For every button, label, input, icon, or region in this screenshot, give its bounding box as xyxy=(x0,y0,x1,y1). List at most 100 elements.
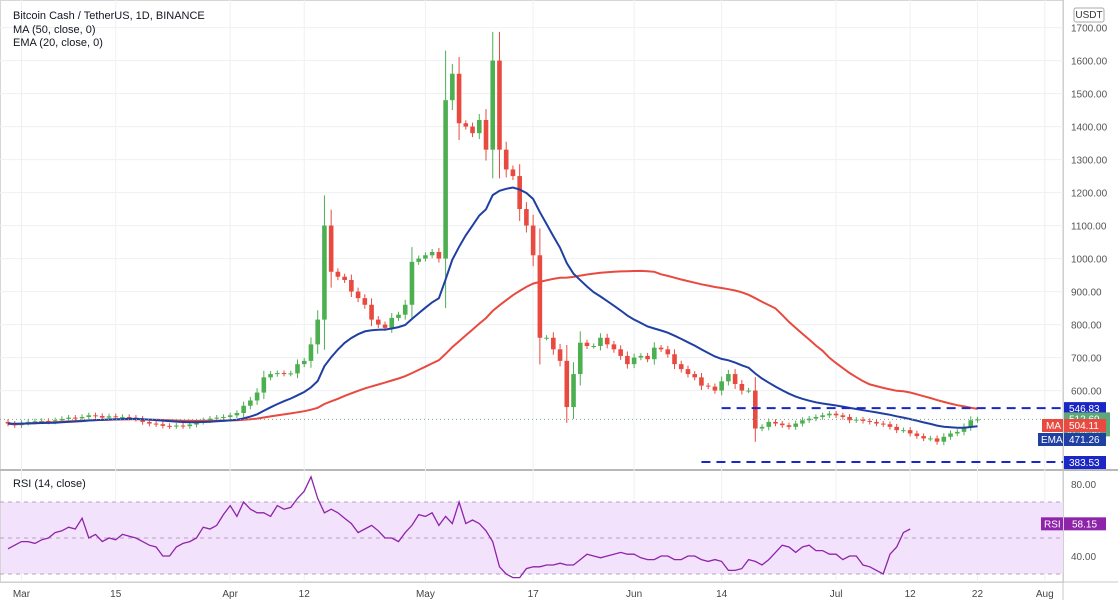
candle[interactable] xyxy=(591,346,597,348)
candle[interactable] xyxy=(759,426,765,429)
candle[interactable] xyxy=(887,424,893,427)
candle[interactable] xyxy=(880,423,886,425)
candle[interactable] xyxy=(672,354,677,365)
candle[interactable] xyxy=(652,347,657,360)
candle[interactable] xyxy=(719,381,724,391)
support-resistance-lines[interactable] xyxy=(701,407,1063,463)
candle[interactable] xyxy=(295,364,300,374)
rsi-legend[interactable]: RSI (14, close) xyxy=(13,478,86,490)
candle[interactable] xyxy=(423,255,428,259)
candle[interactable] xyxy=(685,369,691,375)
candle[interactable] xyxy=(106,416,112,418)
candle[interactable] xyxy=(322,225,327,320)
candle[interactable] xyxy=(450,73,455,101)
candle[interactable] xyxy=(429,251,435,256)
candle[interactable] xyxy=(867,420,873,422)
candle[interactable] xyxy=(510,169,516,177)
candle[interactable] xyxy=(860,419,866,421)
candle[interactable] xyxy=(726,374,731,382)
candle[interactable] xyxy=(611,344,617,350)
candle[interactable] xyxy=(248,400,253,406)
candle[interactable] xyxy=(840,415,846,417)
ema-legend[interactable]: EMA (20, close, 0) xyxy=(13,37,103,49)
candle[interactable] xyxy=(712,386,718,391)
candle[interactable] xyxy=(335,271,341,277)
candle[interactable] xyxy=(699,377,704,386)
candle[interactable] xyxy=(5,421,11,424)
candle[interactable] xyxy=(174,425,179,427)
candles[interactable] xyxy=(5,31,980,446)
candle[interactable] xyxy=(779,423,785,426)
candle[interactable] xyxy=(261,377,267,393)
candle[interactable] xyxy=(328,225,334,272)
candle[interactable] xyxy=(948,433,953,437)
candle[interactable] xyxy=(409,261,415,305)
candle[interactable] xyxy=(66,417,71,419)
candle[interactable] xyxy=(187,424,193,427)
candle[interactable] xyxy=(59,418,65,421)
candle[interactable] xyxy=(901,430,906,432)
candle[interactable] xyxy=(732,374,738,384)
candle[interactable] xyxy=(773,421,778,424)
candle[interactable] xyxy=(490,60,496,150)
candle[interactable] xyxy=(638,355,644,358)
candle[interactable] xyxy=(786,425,792,427)
candle[interactable] xyxy=(692,374,698,378)
candle[interactable] xyxy=(497,60,502,150)
candle[interactable] xyxy=(39,420,44,422)
candle[interactable] xyxy=(436,251,442,259)
candle[interactable] xyxy=(853,419,859,421)
candle[interactable] xyxy=(113,416,119,418)
candle[interactable] xyxy=(93,415,98,417)
candle[interactable] xyxy=(954,431,960,434)
ma-legend[interactable]: MA (50, close, 0) xyxy=(13,24,96,36)
candle[interactable] xyxy=(32,421,38,423)
candle[interactable] xyxy=(524,209,529,226)
candle[interactable] xyxy=(241,405,246,414)
candle[interactable] xyxy=(476,119,482,134)
candle[interactable] xyxy=(308,344,314,361)
candle[interactable] xyxy=(470,126,475,134)
candle[interactable] xyxy=(463,123,469,127)
candle[interactable] xyxy=(584,342,590,347)
candle[interactable] xyxy=(46,420,51,422)
candle[interactable] xyxy=(739,383,745,391)
candle[interactable] xyxy=(968,420,974,427)
candle[interactable] xyxy=(631,357,637,365)
candle[interactable] xyxy=(456,73,462,124)
candle[interactable] xyxy=(658,347,664,350)
candle[interactable] xyxy=(254,392,260,401)
candle[interactable] xyxy=(914,433,920,437)
candle[interactable] xyxy=(907,430,913,434)
candle[interactable] xyxy=(746,390,751,392)
candle[interactable] xyxy=(342,276,347,281)
candle[interactable] xyxy=(537,255,543,338)
candle[interactable] xyxy=(274,373,280,375)
candle[interactable] xyxy=(813,416,819,419)
candle[interactable] xyxy=(847,416,852,421)
candle[interactable] xyxy=(753,390,758,429)
candle[interactable] xyxy=(517,176,522,210)
candle[interactable] xyxy=(571,374,576,408)
candle[interactable] xyxy=(126,416,132,418)
candle[interactable] xyxy=(678,364,684,370)
candle[interactable] xyxy=(975,419,980,421)
candle[interactable] xyxy=(645,355,650,360)
candle[interactable] xyxy=(382,324,388,328)
candle[interactable] xyxy=(147,421,152,424)
candle[interactable] xyxy=(577,342,583,375)
candle[interactable] xyxy=(705,385,711,387)
candle[interactable] xyxy=(362,298,368,305)
candle[interactable] xyxy=(833,413,839,416)
candle[interactable] xyxy=(598,337,603,347)
candle[interactable] xyxy=(604,337,610,345)
candle[interactable] xyxy=(86,415,92,417)
candle[interactable] xyxy=(160,424,166,426)
candle[interactable] xyxy=(800,420,805,424)
candle[interactable] xyxy=(73,417,78,419)
candle[interactable] xyxy=(194,421,199,425)
candle[interactable] xyxy=(544,337,549,339)
candle[interactable] xyxy=(443,100,448,259)
candle[interactable] xyxy=(921,436,926,439)
